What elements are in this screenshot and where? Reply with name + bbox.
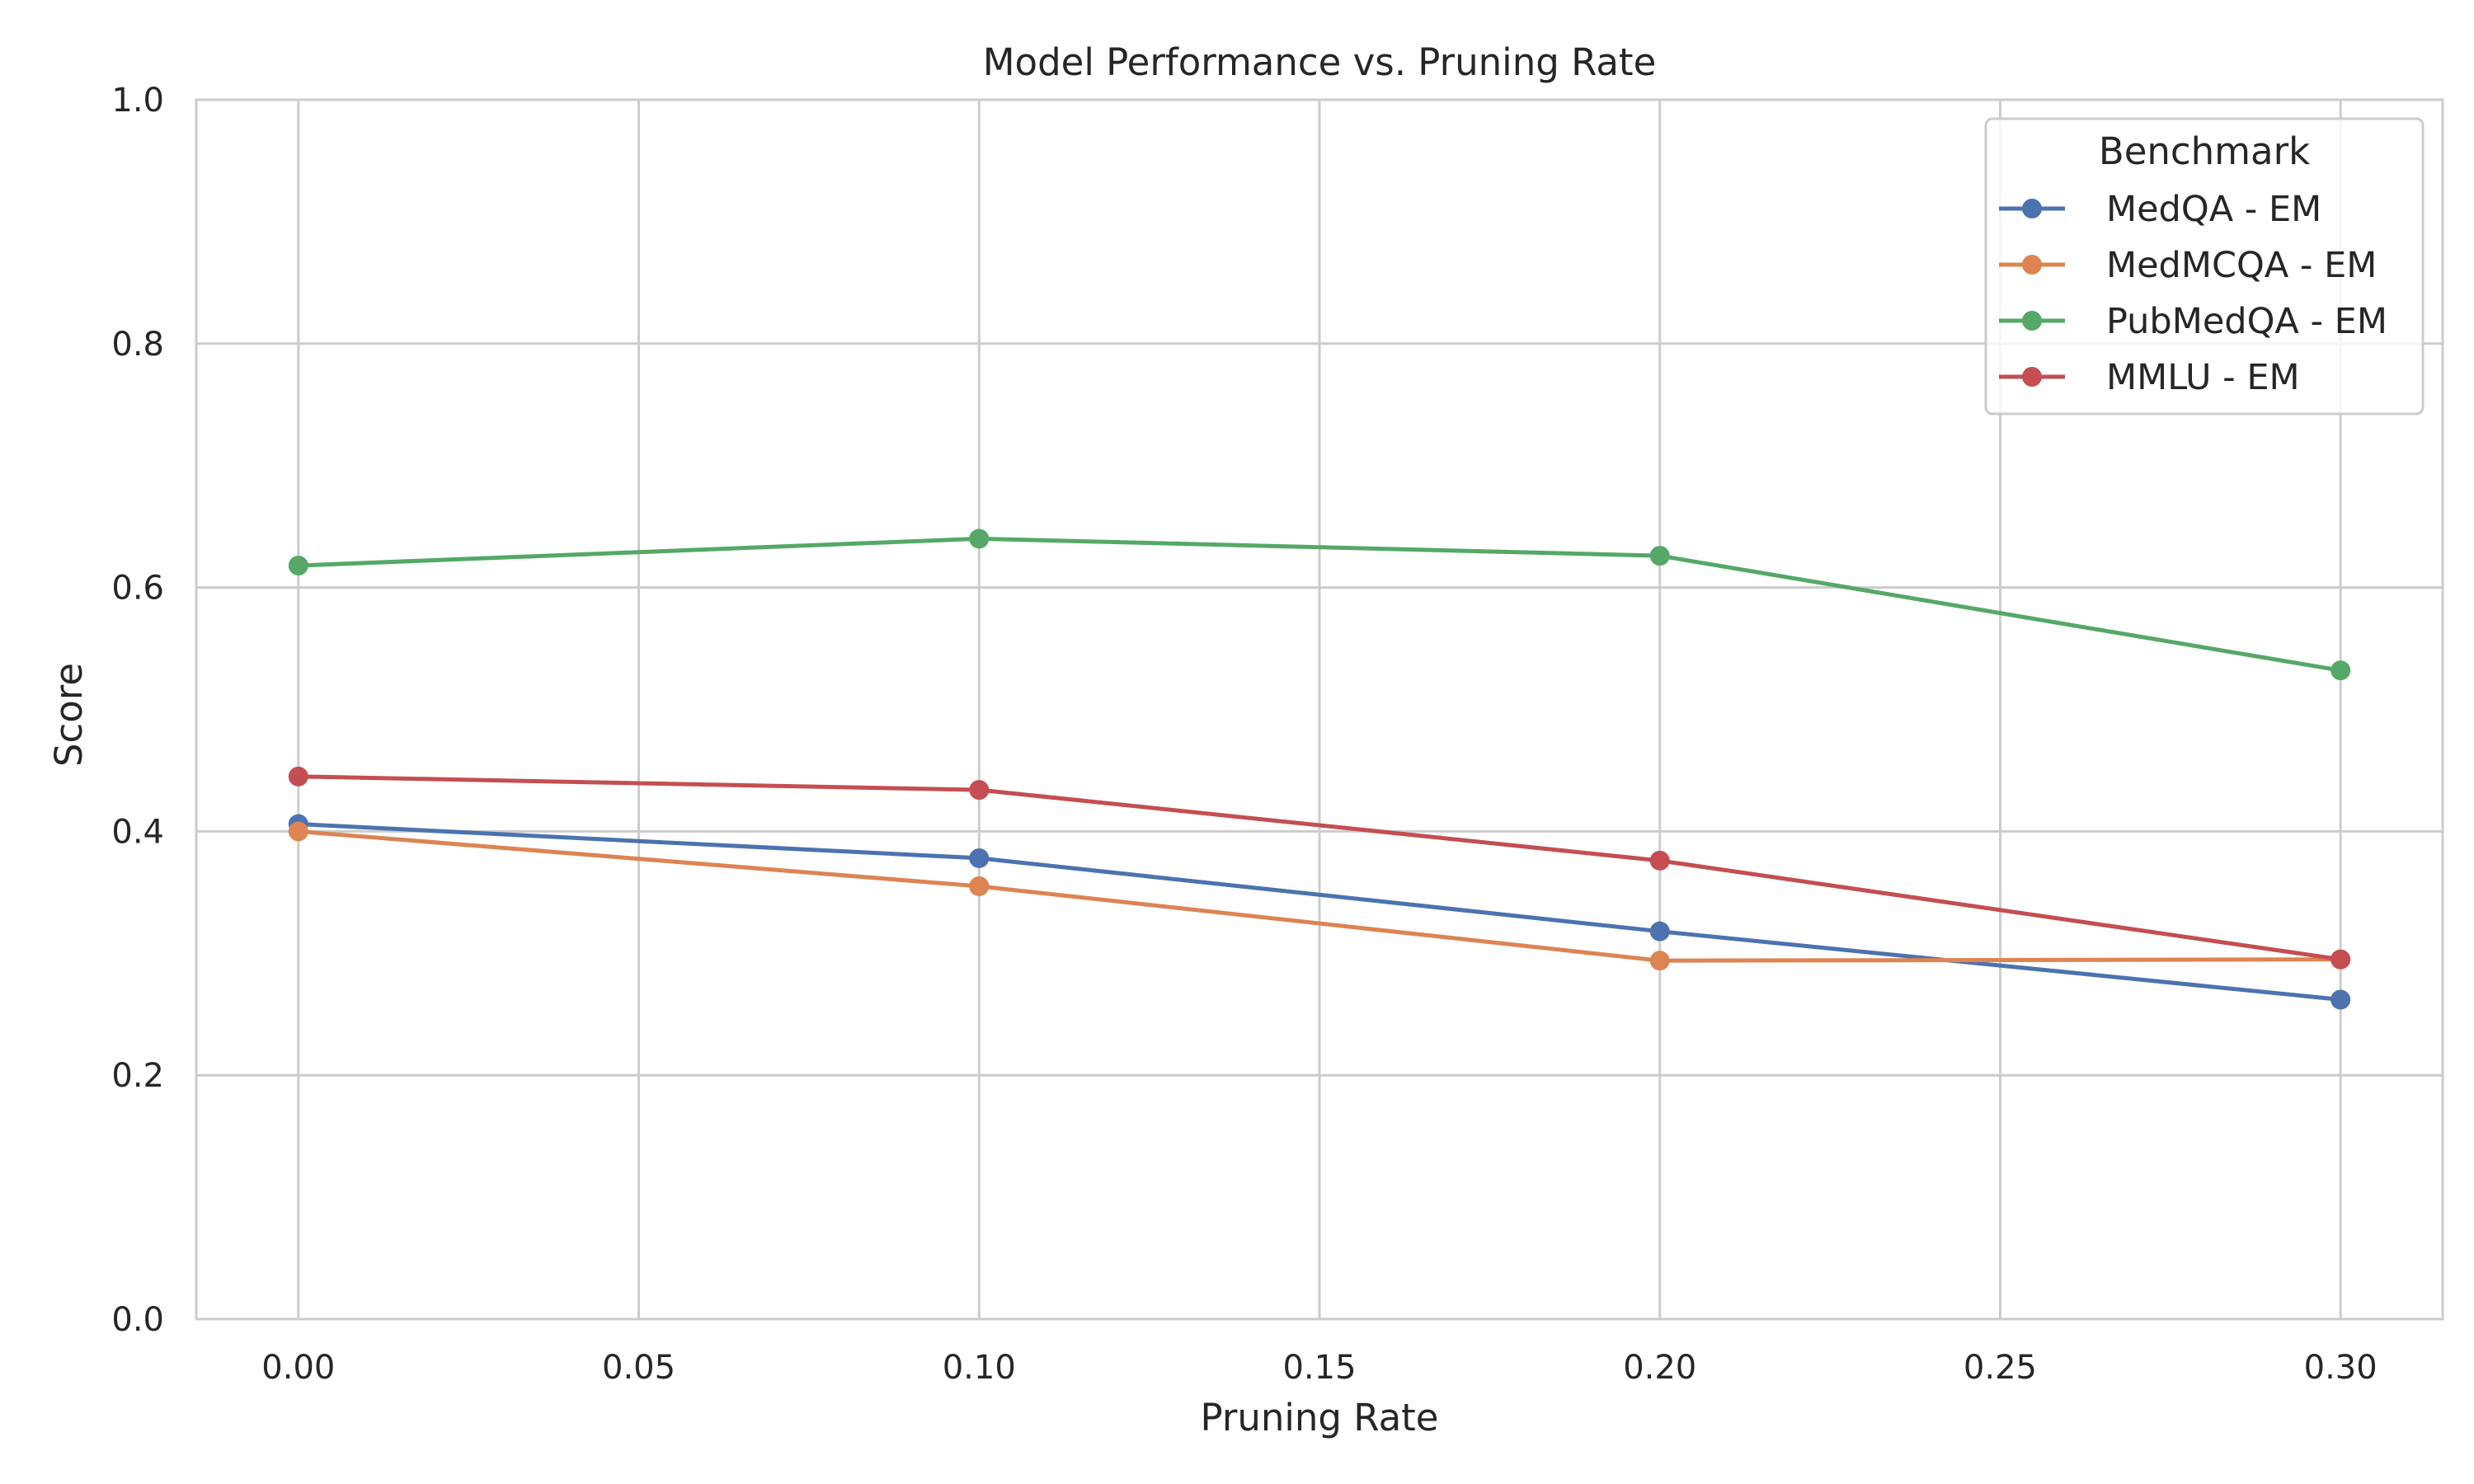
data-point	[1649, 546, 1670, 566]
series-line	[296, 829, 2343, 963]
y-tick-label: 0.6	[111, 570, 164, 608]
data-point	[969, 780, 990, 801]
series-medqa-em	[288, 814, 2351, 1010]
legend-item: MedMCQA - EM	[1999, 245, 2377, 286]
x-tick-label: 0.15	[1282, 1349, 1356, 1387]
data-point	[288, 821, 308, 842]
data-point	[969, 848, 990, 868]
data-point	[288, 555, 308, 575]
legend-item: PubMedQA - EM	[1999, 301, 2387, 342]
data-point	[2331, 949, 2351, 970]
chart-title: Model Performance vs. Pruning Rate	[983, 40, 1657, 84]
series-pubmedqa-em	[288, 528, 2351, 681]
series-mmlu-em	[288, 766, 2351, 970]
y-tick-label: 0.0	[111, 1301, 164, 1339]
legend-swatch-marker	[2022, 311, 2042, 331]
legend-box	[1984, 117, 2425, 416]
data-point	[2331, 989, 2351, 1010]
x-tick-labels: 0.00 0.05 0.10 0.15 0.20 0.25 0.30	[261, 1349, 2377, 1387]
legend-items: MedQA - EM MedMCQA - EM PubMedQA - EM MMLU …	[1999, 189, 2387, 398]
legend: Benchmark MedQA - EM MedMCQA - EM PubMedQA…	[1984, 117, 2425, 416]
legend-item: MedQA - EM	[1999, 189, 2321, 230]
x-tick-label: 0.30	[2304, 1349, 2378, 1387]
data-point	[1649, 850, 1670, 871]
series-line	[296, 822, 2343, 1002]
x-tick-label: 0.05	[602, 1349, 675, 1387]
data-point	[969, 876, 990, 896]
legend-label: MMLU - EM	[2106, 357, 2300, 398]
y-tick-label: 0.2	[111, 1057, 164, 1095]
series-line	[296, 774, 2343, 962]
series-group	[288, 528, 2351, 1010]
data-point	[288, 766, 308, 787]
y-axis-label: Score	[47, 663, 91, 767]
x-tick-label: 0.10	[943, 1349, 1016, 1387]
legend-swatch-marker	[2022, 199, 2042, 218]
x-tick-label: 0.20	[1623, 1349, 1696, 1387]
x-axis-label: Pruning Rate	[1201, 1396, 1439, 1439]
legend-label: PubMedQA - EM	[2106, 301, 2387, 342]
data-point	[969, 528, 990, 549]
legend-label: MedQA - EM	[2106, 189, 2321, 230]
legend-title: Benchmark	[2099, 129, 2310, 173]
y-tick-label: 0.8	[111, 326, 164, 364]
x-tick-label: 0.25	[1964, 1349, 2037, 1387]
plot-frame	[195, 98, 2444, 1321]
data-point	[1649, 951, 1670, 971]
legend-item: MMLU - EM	[1999, 357, 2300, 398]
legend-swatch-marker	[2022, 255, 2042, 275]
y-tick-label: 1.0	[111, 82, 164, 120]
data-point	[2331, 660, 2351, 681]
legend-swatch-marker	[2022, 367, 2042, 387]
legend-label: MedMCQA - EM	[2106, 245, 2377, 286]
y-tick-label: 0.4	[111, 813, 164, 851]
series-line	[296, 536, 2343, 673]
x-tick-label: 0.00	[261, 1349, 335, 1387]
y-tick-labels: 0.0 0.2 0.4 0.6 0.8 1.0	[111, 82, 164, 1339]
data-point	[1649, 921, 1670, 942]
